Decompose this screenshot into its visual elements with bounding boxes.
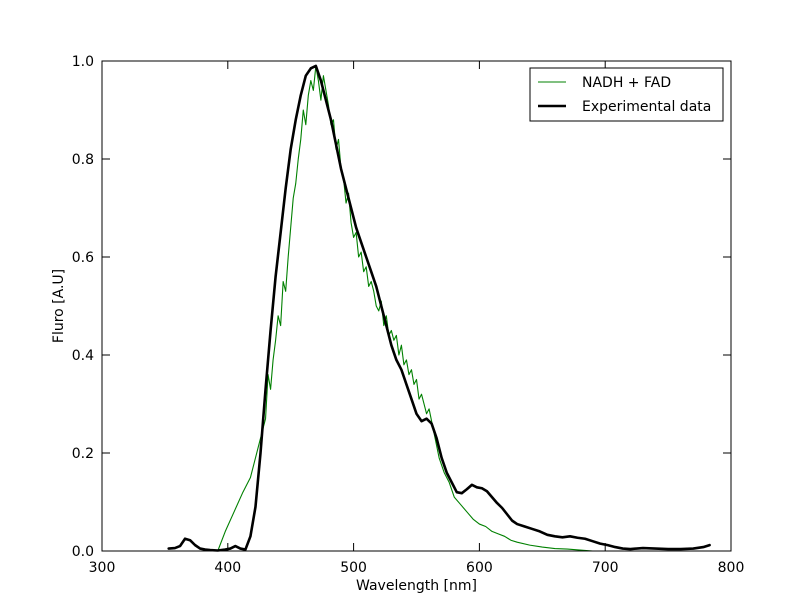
x-tick-label: 300 xyxy=(89,560,116,576)
series-line-experimental-data xyxy=(167,64,711,552)
y-tick-label: 0.4 xyxy=(72,348,94,364)
x-tick-label: 500 xyxy=(340,560,367,576)
x-tick-label: 700 xyxy=(592,560,619,576)
y-tick-label: 1.0 xyxy=(72,54,94,70)
x-tick-label: 800 xyxy=(718,560,745,576)
y-axis-label: Fluro [A.U] xyxy=(51,269,67,343)
x-tick-label: 600 xyxy=(466,560,493,576)
y-tick-label: 0.8 xyxy=(72,152,94,168)
legend-label-experimental-data: Experimental data xyxy=(582,99,711,115)
y-tick-label: 0.6 xyxy=(72,250,94,266)
x-tick-label: 400 xyxy=(214,560,241,576)
y-tick-label: 0.2 xyxy=(72,446,94,462)
legend: NADH + FAD Experimental data xyxy=(529,67,724,122)
x-axis-label: Wavelength [nm] xyxy=(356,578,477,594)
legend-label-nadh-fad: NADH + FAD xyxy=(582,75,671,91)
plot-frame xyxy=(101,60,732,552)
legend-box xyxy=(529,67,724,122)
y-tick-label: 0.0 xyxy=(72,544,94,560)
series-line-nadh-fad xyxy=(101,65,732,552)
plot-layer xyxy=(101,64,732,552)
